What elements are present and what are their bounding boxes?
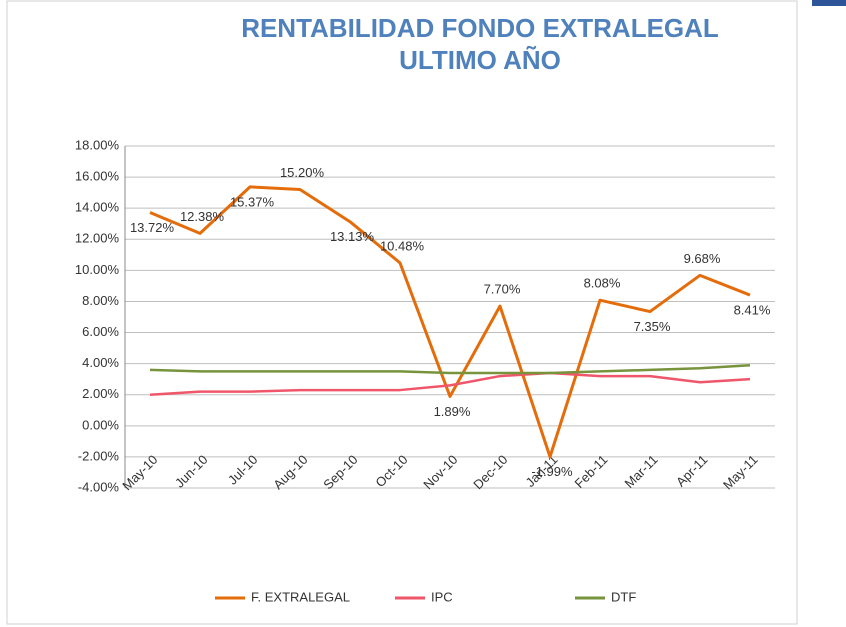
series-line [149, 371, 751, 396]
y-tick-label: 0.00% [82, 417, 119, 432]
y-tick-label: 14.00% [75, 200, 120, 215]
chart-title: RENTABILIDAD FONDO EXTRALEGAL [241, 13, 719, 43]
y-tick-label: 6.00% [82, 324, 119, 339]
y-tick-label: 16.00% [75, 169, 120, 184]
data-label: 7.70% [484, 282, 521, 297]
data-label: 8.08% [584, 276, 621, 291]
y-tick-label: 18.00% [75, 137, 120, 152]
y-tick-label: 8.00% [82, 293, 119, 308]
data-label: 13.13% [330, 229, 375, 244]
series-line [149, 185, 751, 459]
y-tick-label: -2.00% [78, 448, 120, 463]
data-label: 10.48% [380, 238, 425, 253]
data-label: 15.20% [280, 165, 325, 180]
chart-subtitle: ULTIMO AÑO [399, 45, 561, 75]
y-tick-label: -4.00% [78, 479, 120, 494]
data-label: 9.68% [684, 251, 721, 266]
data-label: 13.72% [130, 220, 175, 235]
data-label: 15.37% [230, 194, 275, 209]
y-tick-label: 4.00% [82, 355, 119, 370]
data-label: 12.38% [180, 209, 225, 224]
data-label: 7.35% [634, 319, 671, 334]
y-tick-label: 2.00% [82, 386, 119, 401]
data-label: -1.99% [531, 464, 573, 479]
legend-label: F. EXTRALEGAL [251, 589, 350, 604]
y-tick-label: 12.00% [75, 231, 120, 246]
data-label: 8.41% [734, 303, 771, 318]
corner-mark [812, 0, 846, 6]
legend-label: DTF [611, 589, 636, 604]
chart-frame [6, 0, 798, 625]
series-line [149, 363, 751, 375]
legend-label: IPC [431, 589, 453, 604]
data-label: 1.89% [434, 404, 471, 419]
y-tick-label: 10.00% [75, 262, 120, 277]
